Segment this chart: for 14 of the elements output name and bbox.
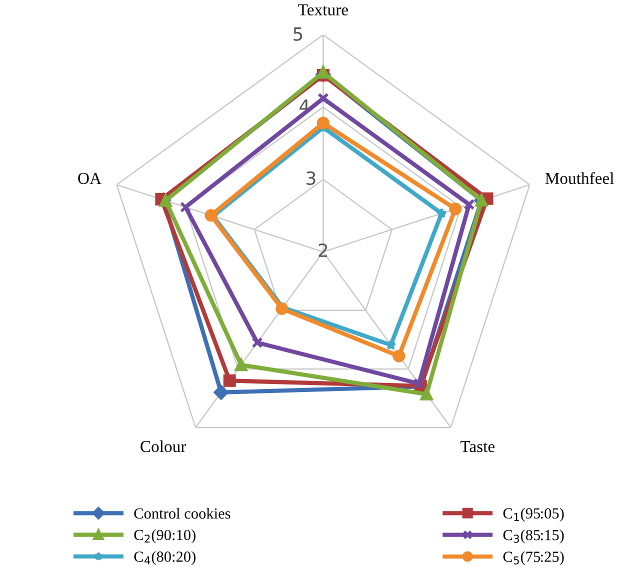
legend-label: C$_{3}$(85:15) <box>503 530 564 544</box>
legend-label: C$_{5}$(75:25) <box>503 551 564 566</box>
y-tick-label: 2 <box>318 243 328 257</box>
spoke-label: Texture <box>298 4 348 16</box>
y-tick-label: 3 <box>306 171 316 186</box>
spoke-label: Colour <box>140 440 186 452</box>
spoke-label: Taste <box>460 441 495 452</box>
legend-label: C$_{1}$(95:05) <box>503 508 564 522</box>
legend-label: Control cookies <box>134 508 230 519</box>
legend-label: C$_{4}$(80:20) <box>134 551 196 565</box>
legend-label: C$_{2}$(90:10) <box>134 529 196 544</box>
y-tick-label: 5 <box>294 27 302 41</box>
spoke-label: OA <box>78 172 102 184</box>
spoke-label: Mouthfeel <box>545 172 614 184</box>
